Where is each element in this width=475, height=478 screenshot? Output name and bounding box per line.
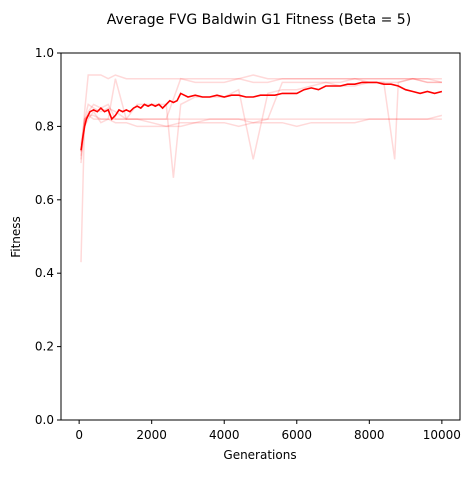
x-tick-label: 10000 xyxy=(423,428,461,442)
y-tick-label: 0.4 xyxy=(35,266,54,280)
x-tick-label: 2000 xyxy=(136,428,167,442)
average-fitness-line xyxy=(80,81,443,151)
y-axis-label: Fitness xyxy=(9,216,23,258)
ticks-layer: 0 2000 4000 6000 8000 10000 0.0 0.2 0.4 0.6 0.8 1.0 xyxy=(35,46,461,442)
individual-run-line-6 xyxy=(80,77,442,178)
y-tick-label: 1.0 xyxy=(35,46,54,60)
individual-run-line-3 xyxy=(80,77,442,156)
individual-run-line-4 xyxy=(80,114,443,145)
y-tick-label: 0.6 xyxy=(35,193,54,207)
x-tick-label: 8000 xyxy=(354,428,385,442)
x-tick-label: 0 xyxy=(75,428,83,442)
plot-frame xyxy=(60,52,461,421)
x-tick-label: 6000 xyxy=(281,428,312,442)
individual-run-line-2 xyxy=(80,74,442,160)
series-layer xyxy=(80,74,443,263)
y-tick-label: 0.2 xyxy=(35,340,54,354)
x-tick-label: 4000 xyxy=(209,428,240,442)
chart-title: Average FVG Baldwin G1 Fitness (Beta = 5… xyxy=(107,12,411,28)
y-tick-label: 0.8 xyxy=(35,119,54,133)
individual-run-line-1 xyxy=(80,114,442,263)
x-axis-label: Generations xyxy=(223,448,296,462)
y-tick-label: 0.0 xyxy=(35,413,54,427)
